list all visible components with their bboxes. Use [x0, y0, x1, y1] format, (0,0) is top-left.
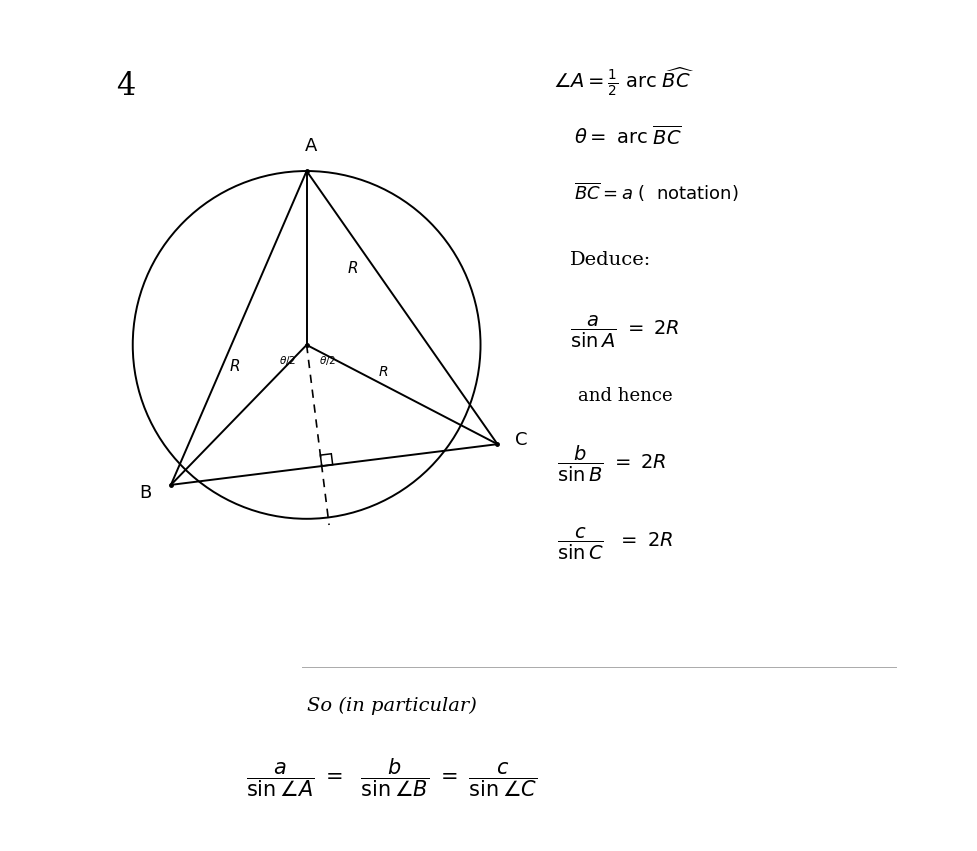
Text: and hence: and hence [577, 387, 672, 405]
Text: C: C [515, 431, 527, 449]
Text: $\theta/2$: $\theta/2$ [279, 354, 296, 367]
Text: $\overline{BC} = a$ (  notation): $\overline{BC} = a$ ( notation) [573, 180, 738, 204]
Text: $\theta/2$: $\theta/2$ [319, 354, 336, 367]
Text: A: A [305, 137, 317, 155]
Text: $\dfrac{c}{\sin C}\ \ =\ 2R$: $\dfrac{c}{\sin C}\ \ =\ 2R$ [556, 526, 672, 563]
Text: 4: 4 [116, 71, 136, 102]
Text: Deduce:: Deduce: [569, 251, 650, 269]
Text: $\angle A = \frac{1}{2}$ arc $\widehat{BC}$: $\angle A = \frac{1}{2}$ arc $\widehat{B… [552, 66, 694, 98]
Text: R: R [229, 358, 239, 374]
Text: R: R [378, 365, 388, 379]
Text: B: B [139, 484, 151, 502]
Text: $\dfrac{b}{\sin B}\ =\ 2R$: $\dfrac{b}{\sin B}\ =\ 2R$ [556, 443, 665, 483]
Text: R: R [348, 261, 359, 276]
Text: So (in particular): So (in particular) [306, 696, 476, 715]
Text: $\theta =$ arc $\overline{BC}$: $\theta =$ arc $\overline{BC}$ [573, 125, 681, 149]
Text: $\dfrac{a}{\sin A}\ =\ 2R$: $\dfrac{a}{\sin A}\ =\ 2R$ [569, 314, 678, 351]
Text: $\dfrac{a}{\sin\angle A}\ =\ \ \dfrac{b}{\sin\angle B}\ =\ \dfrac{c}{\sin\angle : $\dfrac{a}{\sin\angle A}\ =\ \ \dfrac{b}… [245, 757, 536, 799]
